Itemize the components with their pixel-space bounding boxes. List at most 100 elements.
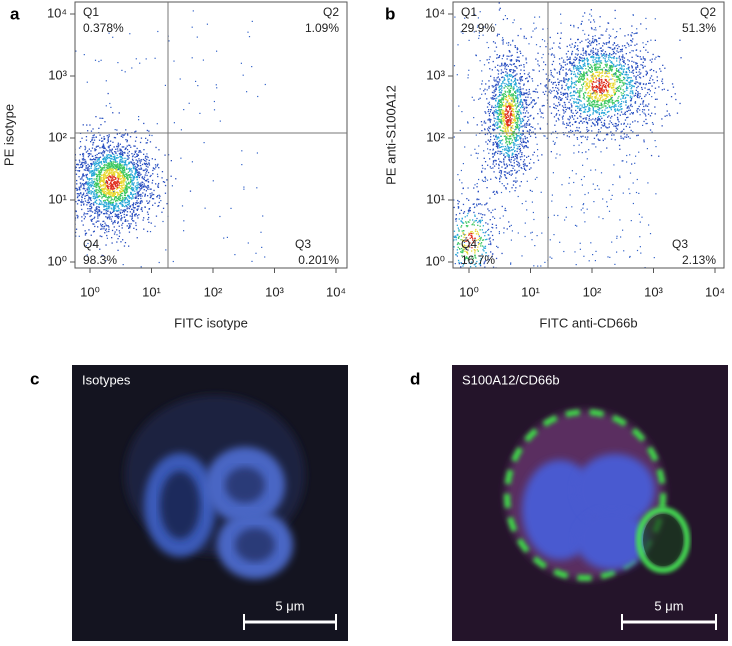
event-dot [624,123,625,124]
event-dot [526,110,527,111]
event-dot [93,198,94,199]
event-dot [530,190,531,191]
event-dot [513,81,514,82]
event-dot [219,216,220,217]
event-dot [558,102,559,103]
event-dot [485,161,486,162]
quadrant-name: Q4 [83,237,99,251]
event-dot [261,247,262,248]
event-dot [95,191,96,192]
event-dot [97,214,98,215]
event-dot [591,130,592,131]
event-dot [92,144,93,145]
event-dot [601,75,602,76]
event-dot [507,173,508,174]
event-dot [115,129,116,130]
event-dot [152,180,153,181]
event-dot [636,79,637,80]
event-dot [628,110,629,111]
event-dot [493,98,494,99]
event-dot [130,136,131,137]
event-dot [141,200,142,201]
event-dot [482,165,483,166]
event-dot [662,89,663,90]
event-dot [504,93,505,94]
event-dot [99,249,100,250]
event-dot [493,95,494,96]
event-dot [96,211,97,212]
event-dot [136,172,137,173]
event-dot [506,138,507,139]
event-dot [85,200,86,201]
event-dot [98,204,99,205]
event-dot [108,203,109,204]
event-dot [107,169,108,170]
event-dot [499,55,500,56]
event-dot [505,177,506,178]
event-dot [515,95,516,96]
event-dot [520,89,521,90]
event-dot [130,192,131,193]
event-dot [84,146,85,147]
event-dot [514,190,515,191]
event-dot [77,197,78,198]
event-dot [147,169,148,170]
event-dot [100,181,101,182]
event-dot [589,95,590,96]
event-dot [521,123,522,124]
event-dot [79,195,80,196]
event-dot [677,113,678,114]
event-dot [105,169,106,170]
event-dot [129,232,130,233]
event-dot [58,105,59,106]
event-dot [162,171,163,172]
event-dot [570,70,571,71]
event-dot [123,210,124,211]
event-dot [539,65,540,66]
event-dot [67,167,68,168]
event-dot [591,9,592,10]
event-dot [500,161,501,162]
event-dot [130,197,131,198]
event-dot [499,181,500,182]
event-dot [133,212,134,213]
event-dot [86,195,87,196]
event-dot [665,116,666,117]
event-dot [567,118,568,119]
event-dot [66,179,67,180]
event-dot [511,130,512,131]
event-dot [612,49,613,50]
event-dot [98,169,99,170]
event-dot [623,89,624,90]
event-dot [503,158,504,159]
event-dot [95,174,96,175]
event-dot [599,99,600,100]
event-dot [90,190,91,191]
event-dot [516,137,517,138]
event-dot [509,125,510,126]
event-dot [69,147,70,148]
event-dot [651,61,652,62]
event-dot [102,146,103,147]
event-dot [151,189,152,190]
event-dot [120,155,121,156]
event-dot [101,152,102,153]
event-dot [91,164,92,165]
event-dot [90,200,91,201]
event-dot [91,131,92,132]
event-dot [137,237,138,238]
event-dot [61,169,62,170]
event-dot [94,186,95,187]
event-dot [520,144,521,145]
event-dot [586,85,587,86]
event-dot [526,89,527,90]
event-dot [70,209,71,210]
event-dot [100,157,101,158]
event-dot [633,73,634,74]
event-dot [638,135,639,136]
event-dot [529,129,530,130]
event-dot [103,196,104,197]
event-dot [135,166,136,167]
event-dot [136,171,137,172]
event-dot [499,111,500,112]
